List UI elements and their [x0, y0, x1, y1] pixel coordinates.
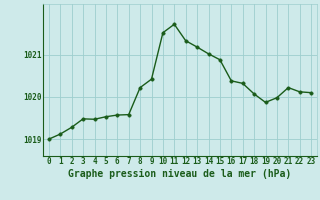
X-axis label: Graphe pression niveau de la mer (hPa): Graphe pression niveau de la mer (hPa) — [68, 169, 292, 179]
